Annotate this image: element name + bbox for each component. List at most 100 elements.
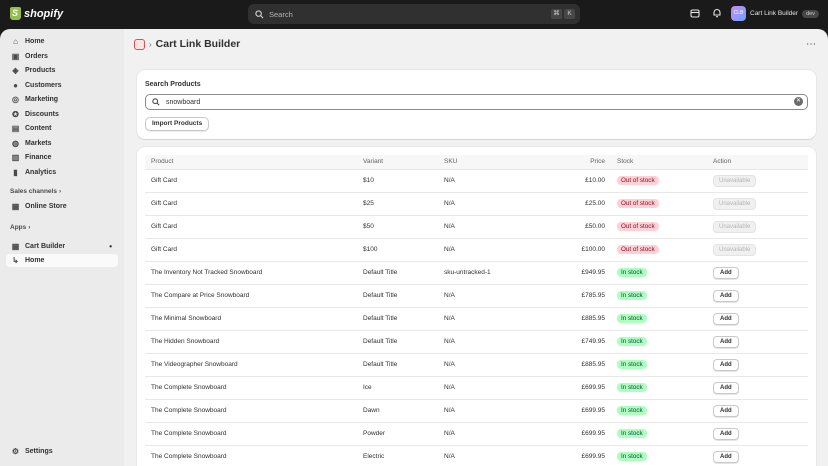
add-button[interactable]: Add bbox=[713, 450, 739, 463]
sidebar-item-orders[interactable]: ▣ Orders bbox=[6, 50, 118, 63]
main-content: › Cart Link Builder ⋯ Search Products sn… bbox=[124, 29, 828, 466]
sidebar-item-customers[interactable]: ● Customers bbox=[6, 79, 118, 92]
stock-cell: In stock bbox=[611, 398, 707, 422]
sidebar-item-products[interactable]: ◈ Products bbox=[6, 64, 118, 77]
product-name: Gift Card bbox=[145, 237, 357, 261]
sku: N/A bbox=[438, 283, 526, 307]
table-row: The Complete Snowboard Ice N/A £699.95 In st… bbox=[145, 375, 808, 399]
col-variant: Variant bbox=[363, 158, 384, 166]
app-logo-icon[interactable] bbox=[134, 38, 145, 50]
product-name: The Minimal Snowboard bbox=[145, 306, 357, 330]
unavailable-button: Unavailable bbox=[713, 243, 757, 256]
stock-cell: In stock bbox=[611, 329, 707, 353]
global-search[interactable]: Search ⌘ K bbox=[248, 4, 580, 24]
table-row: The Inventory Not Tracked Snowboard Defau… bbox=[145, 260, 808, 284]
product-name: Gift Card bbox=[145, 168, 357, 192]
search-icon bbox=[152, 98, 160, 106]
sku: N/A bbox=[438, 306, 526, 330]
sidebar-item-finance[interactable]: ▥ Finance bbox=[6, 151, 118, 164]
pin-dot-icon: • bbox=[109, 242, 112, 251]
col-sku: SKU bbox=[444, 158, 458, 166]
price: £10.00 bbox=[526, 168, 611, 192]
add-button[interactable]: Add bbox=[713, 358, 739, 371]
sku: N/A bbox=[438, 191, 526, 215]
stock-cell: In stock bbox=[611, 352, 707, 376]
add-button[interactable]: Add bbox=[713, 266, 739, 279]
sidebar-item-home[interactable]: ⌂ Home bbox=[6, 35, 118, 48]
action-cell: Add bbox=[707, 375, 808, 399]
action-cell: Add bbox=[707, 352, 808, 376]
price: £25.00 bbox=[526, 191, 611, 215]
target-icon: ◎ bbox=[12, 95, 19, 104]
price: £100.00 bbox=[526, 237, 611, 261]
content-icon: ▤ bbox=[11, 124, 20, 133]
price: £785.95 bbox=[526, 283, 611, 307]
stock-badge: In stock bbox=[617, 383, 647, 392]
shopify-logo[interactable]: shopify bbox=[10, 7, 63, 20]
more-actions-icon[interactable]: ⋯ bbox=[806, 39, 816, 50]
product-search-input[interactable]: snowboard ✕ bbox=[145, 94, 808, 110]
variant: Powder bbox=[357, 421, 438, 445]
sidebar-item-discounts[interactable]: ✪ Discounts bbox=[6, 108, 118, 121]
store-switcher[interactable]: CLB Cart Link Builder dev bbox=[731, 6, 819, 21]
add-button[interactable]: Add bbox=[713, 404, 739, 417]
apps-header[interactable]: Apps › bbox=[10, 224, 30, 231]
stock-cell: Out of stock bbox=[611, 191, 707, 215]
sidebar-item-markets[interactable]: ◍ Markets bbox=[6, 137, 118, 150]
price: £749.95 bbox=[526, 329, 611, 353]
sidebar-item-label: Analytics bbox=[25, 169, 57, 176]
home-icon: ⌂ bbox=[13, 37, 18, 46]
sku: N/A bbox=[438, 444, 526, 466]
sidebar-item-label: Customers bbox=[25, 82, 62, 89]
unavailable-button: Unavailable bbox=[713, 174, 757, 187]
product-name: The Inventory Not Tracked Snowboard bbox=[145, 260, 357, 284]
add-button[interactable]: Add bbox=[713, 335, 739, 348]
sales-channels-header[interactable]: Sales channels › bbox=[10, 188, 61, 195]
sidebar-subitem-home[interactable]: ↳ Home bbox=[6, 254, 118, 267]
stock-badge: In stock bbox=[617, 268, 647, 277]
avatar: CLB bbox=[731, 6, 746, 21]
add-button[interactable]: Add bbox=[713, 427, 739, 440]
table-row: The Hidden Snowboard Default Title N/A £749… bbox=[145, 329, 808, 353]
add-button[interactable]: Add bbox=[713, 312, 739, 325]
chevron-right-icon: › bbox=[28, 224, 31, 231]
command-key: ⌘ bbox=[551, 9, 562, 19]
bank-icon: ▥ bbox=[11, 153, 20, 162]
stock-badge: Out of stock bbox=[617, 176, 659, 185]
tag-icon: ◈ bbox=[12, 66, 19, 75]
import-products-button[interactable]: Import Products bbox=[145, 117, 210, 131]
search-icon bbox=[255, 9, 264, 18]
table-row: The Complete Snowboard Dawn N/A £699.95 In s… bbox=[145, 398, 808, 422]
store-icon[interactable] bbox=[688, 8, 701, 21]
sidebar-item-cart-builder[interactable]: ▦ Cart Builder • bbox=[6, 240, 118, 253]
add-button[interactable]: Add bbox=[713, 381, 739, 394]
sidebar-item-online-store[interactable]: ▦ Online Store bbox=[6, 200, 118, 213]
sku: N/A bbox=[438, 352, 526, 376]
clear-icon[interactable]: ✕ bbox=[794, 97, 803, 106]
app-icon: ▦ bbox=[11, 242, 20, 251]
chart-icon: ▮ bbox=[13, 168, 18, 177]
unavailable-button: Unavailable bbox=[713, 220, 757, 233]
sidebar-item-label: Markets bbox=[25, 140, 52, 147]
table-row: The Videographer Snowboard Default Title N… bbox=[145, 352, 808, 376]
sidebar-item-marketing[interactable]: ◎ Marketing bbox=[6, 93, 118, 106]
price: £50.00 bbox=[526, 214, 611, 238]
sku: N/A bbox=[438, 398, 526, 422]
sidebar-item-label: Home bbox=[25, 257, 45, 264]
sidebar-item-label: Settings bbox=[25, 448, 53, 455]
stock-badge: Out of stock bbox=[617, 199, 659, 208]
bell-icon[interactable] bbox=[710, 8, 723, 21]
sidebar-item-analytics[interactable]: ▮ Analytics bbox=[6, 166, 118, 179]
action-cell: Unavailable bbox=[707, 214, 808, 238]
stock-badge: In stock bbox=[617, 406, 647, 415]
sidebar-item-label: Orders bbox=[25, 53, 48, 60]
add-button[interactable]: Add bbox=[713, 289, 739, 302]
sidebar-item-content[interactable]: ▤ Content bbox=[6, 122, 118, 135]
sidebar-item-settings[interactable]: ⚙ Settings bbox=[6, 445, 118, 458]
stock-badge: In stock bbox=[617, 360, 647, 369]
sidebar: ⌂ Home ▣ Orders ◈ Products ● Customers ◎… bbox=[0, 29, 124, 466]
table-row: Gift Card $10 N/A £10.00 Out of stock Unavail… bbox=[145, 168, 808, 192]
products-table: Product Variant SKU Price Stock Action G… bbox=[145, 155, 808, 466]
product-name: Gift Card bbox=[145, 214, 357, 238]
action-cell: Unavailable bbox=[707, 191, 808, 215]
